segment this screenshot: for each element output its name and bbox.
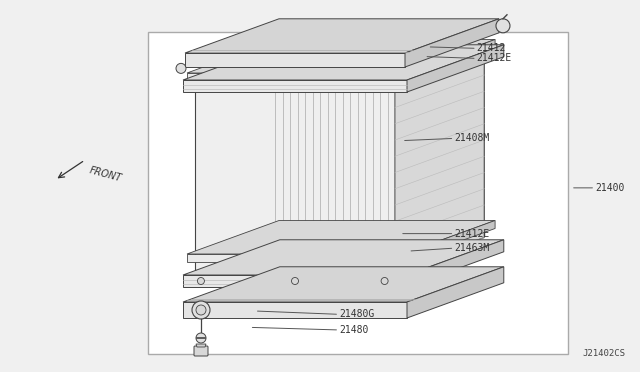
- Text: 21480G: 21480G: [339, 310, 374, 319]
- Circle shape: [197, 278, 204, 285]
- Circle shape: [176, 63, 186, 73]
- Polygon shape: [183, 80, 407, 92]
- Circle shape: [496, 19, 510, 33]
- Text: 21400: 21400: [595, 183, 625, 193]
- Polygon shape: [187, 73, 403, 81]
- Polygon shape: [196, 344, 206, 347]
- Polygon shape: [183, 275, 407, 287]
- Polygon shape: [183, 45, 504, 80]
- Circle shape: [381, 278, 388, 285]
- Circle shape: [192, 301, 210, 319]
- Text: FRONT: FRONT: [88, 165, 123, 183]
- Polygon shape: [187, 39, 495, 73]
- Polygon shape: [403, 221, 495, 262]
- Polygon shape: [395, 42, 484, 270]
- Polygon shape: [187, 221, 495, 254]
- Polygon shape: [185, 53, 405, 67]
- Bar: [148, 32, 568, 354]
- Polygon shape: [187, 254, 403, 262]
- Polygon shape: [405, 19, 499, 67]
- Polygon shape: [185, 19, 499, 53]
- Polygon shape: [407, 267, 504, 318]
- Text: 21412E: 21412E: [477, 54, 512, 63]
- Polygon shape: [183, 240, 504, 275]
- Text: J21402CS: J21402CS: [582, 349, 625, 358]
- Text: 21480: 21480: [339, 325, 369, 335]
- FancyBboxPatch shape: [194, 346, 208, 356]
- Polygon shape: [195, 75, 395, 270]
- Text: 21412: 21412: [477, 44, 506, 53]
- Circle shape: [196, 333, 206, 343]
- Polygon shape: [403, 39, 495, 81]
- Text: 21412E: 21412E: [454, 229, 490, 238]
- Polygon shape: [183, 267, 504, 302]
- Polygon shape: [183, 302, 407, 318]
- Polygon shape: [195, 42, 484, 75]
- Circle shape: [196, 305, 206, 315]
- Polygon shape: [407, 45, 504, 92]
- Polygon shape: [407, 240, 504, 287]
- Text: 21463M: 21463M: [454, 243, 490, 253]
- Circle shape: [291, 278, 298, 285]
- Text: 21408M: 21408M: [454, 134, 490, 143]
